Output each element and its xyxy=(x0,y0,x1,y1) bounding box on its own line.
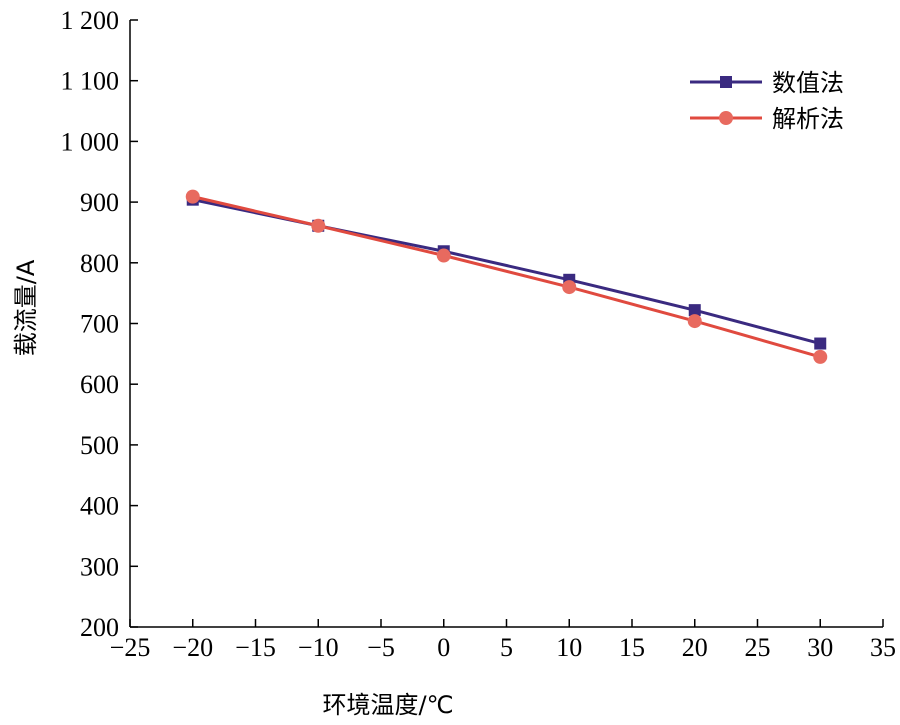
y-tick-label: 1 100 xyxy=(61,67,120,96)
legend-marker-circle xyxy=(719,111,733,125)
legend-item-1: 数值法 xyxy=(690,69,844,97)
y-tick-label: 1 200 xyxy=(61,6,120,35)
x-tick-label: 25 xyxy=(745,633,771,662)
y-tick-label: 300 xyxy=(80,552,119,581)
x-tick-label: −20 xyxy=(172,633,213,662)
x-tick-label: 35 xyxy=(870,633,896,662)
data-point-circle xyxy=(311,218,326,233)
legend-marker-square xyxy=(720,76,732,88)
legend-item-2: 解析法 xyxy=(690,105,844,133)
data-point-circle xyxy=(185,189,200,204)
data-point-square xyxy=(814,337,827,350)
y-tick-label: 600 xyxy=(80,370,119,399)
x-axis-title: 环境温度/℃ xyxy=(322,691,453,719)
y-tick-label: 900 xyxy=(80,188,119,217)
x-tick-label: 5 xyxy=(500,633,513,662)
series-line xyxy=(192,195,821,359)
x-axis-ticks: −25 −20 −15 −10 −5 0 5 10 15 20 25 30 35 xyxy=(110,619,896,662)
y-tick-label: 500 xyxy=(80,431,119,460)
y-tick-label: 400 xyxy=(80,492,119,521)
y-axis-ticks: 200 300 400 500 600 700 800 900 1 000 1 100 1 200 xyxy=(61,6,138,642)
series-layer xyxy=(185,189,828,364)
y-tick-label: 1 000 xyxy=(61,127,120,156)
y-tick-label: 700 xyxy=(80,310,119,339)
legend-label: 数值法 xyxy=(772,69,844,97)
legend-label: 解析法 xyxy=(772,105,844,133)
x-tick-label: 10 xyxy=(556,633,582,662)
data-point-square xyxy=(688,304,701,317)
x-tick-label: −5 xyxy=(367,633,395,662)
axes xyxy=(129,20,883,628)
series-2 xyxy=(185,189,828,364)
data-point-circle xyxy=(562,280,577,295)
x-tick-label: −10 xyxy=(298,633,339,662)
y-tick-label: 800 xyxy=(80,249,119,278)
x-tick-label: 20 xyxy=(682,633,708,662)
x-tick-label: 0 xyxy=(437,633,450,662)
y-tick-label: 200 xyxy=(80,613,119,642)
x-tick-label: −25 xyxy=(110,633,151,662)
y-axis-title: 载流量/A xyxy=(12,259,40,356)
x-tick-label: −15 xyxy=(235,633,276,662)
data-point-circle xyxy=(436,248,451,263)
x-tick-label: 15 xyxy=(619,633,645,662)
x-tick-label: 30 xyxy=(807,633,833,662)
data-point-circle xyxy=(813,349,828,364)
data-point-circle xyxy=(687,314,702,329)
